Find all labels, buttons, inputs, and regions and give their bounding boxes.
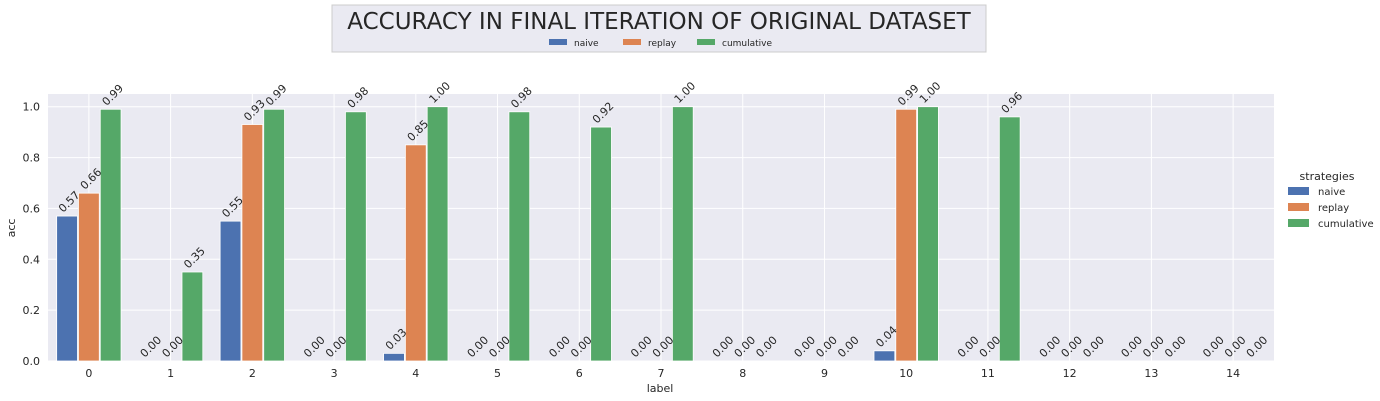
bar-replay — [241, 124, 264, 362]
side-legend-label-cumulative: cumulative — [1318, 219, 1374, 230]
side-legend-label-replay: replay — [1318, 203, 1349, 214]
x-tick-label: 5 — [494, 367, 501, 380]
x-tick-label: 13 — [1144, 367, 1158, 380]
x-tick-label: 12 — [1063, 367, 1077, 380]
bar-cumulative — [345, 111, 367, 362]
y-tick-label: 0.4 — [23, 253, 41, 266]
x-tick-label: 1 — [167, 367, 174, 380]
side-legend-swatch-replay — [1288, 203, 1309, 211]
x-tick-label: 9 — [821, 367, 828, 380]
title-box-frame — [331, 4, 987, 53]
x-tick-label: 14 — [1226, 367, 1240, 380]
bar-replay — [405, 144, 427, 362]
bar-naive — [383, 352, 405, 362]
side-legend-label-naive: naive — [1318, 187, 1345, 198]
x-tick-label: 11 — [981, 367, 995, 380]
y-tick-label: 0.0 — [23, 355, 41, 368]
side-legend-title: strategies — [1300, 170, 1355, 183]
bar-cumulative — [508, 111, 531, 362]
top-legend-label-replay: replay — [648, 39, 677, 49]
top-legend-swatch-naive — [549, 39, 567, 45]
side-legend-swatch-naive — [1288, 187, 1309, 195]
bar-cumulative — [998, 116, 1021, 362]
chart-title: ACCURACY IN FINAL ITERATION OF ORIGINAL … — [347, 9, 971, 35]
bar-naive — [873, 350, 896, 362]
plot-area: 0.570.660.990.000.000.350.550.930.990.00… — [23, 79, 1274, 380]
top-legend-swatch-replay — [623, 39, 641, 45]
top-legend-swatch-cumulative — [697, 39, 715, 45]
bar-cumulative — [426, 106, 449, 362]
x-tick-label: 3 — [331, 367, 338, 380]
top-legend-label-cumulative: cumulative — [722, 39, 772, 49]
top-legend: naive replay cumulative — [549, 39, 772, 49]
x-tick-label: 10 — [899, 367, 913, 380]
top-legend-label-naive: naive — [574, 39, 599, 49]
bar-cumulative — [917, 106, 939, 362]
side-legend-swatch-cumulative — [1288, 219, 1309, 227]
title-box: ACCURACY IN FINAL ITERATION OF ORIGINAL … — [331, 4, 987, 53]
bar-cumulative — [181, 271, 204, 362]
bar-cumulative — [99, 108, 122, 362]
bar-replay — [78, 192, 100, 362]
y-tick-label: 0.6 — [23, 202, 41, 215]
x-tick-label: 7 — [658, 367, 665, 380]
y-axis-ticks: 0.0 0.2 0.4 0.6 0.8 1.0 — [23, 101, 41, 368]
x-axis-ticks: 0 1 2 3 4 5 6 7 8 9 10 11 12 13 14 — [85, 367, 1240, 380]
bar-cumulative — [671, 106, 694, 362]
y-tick-label: 0.2 — [23, 304, 41, 317]
y-tick-label: 0.8 — [23, 152, 41, 165]
bar-cumulative — [263, 108, 285, 362]
x-tick-label: 2 — [249, 367, 256, 380]
bar-replay — [895, 108, 917, 362]
bars — [56, 106, 1021, 362]
x-tick-label: 0 — [85, 367, 92, 380]
x-tick-label: 6 — [576, 367, 583, 380]
y-tick-label: 1.0 — [23, 101, 41, 114]
bar-cumulative — [590, 126, 612, 362]
x-axis-label: label — [647, 382, 674, 395]
side-legend: strategies naive replay cumulative — [1288, 170, 1374, 230]
bar-naive — [56, 215, 78, 362]
y-axis-label: acc — [5, 219, 18, 238]
x-tick-label: 8 — [739, 367, 746, 380]
x-tick-label: 4 — [412, 367, 419, 380]
bar-naive — [219, 220, 242, 362]
